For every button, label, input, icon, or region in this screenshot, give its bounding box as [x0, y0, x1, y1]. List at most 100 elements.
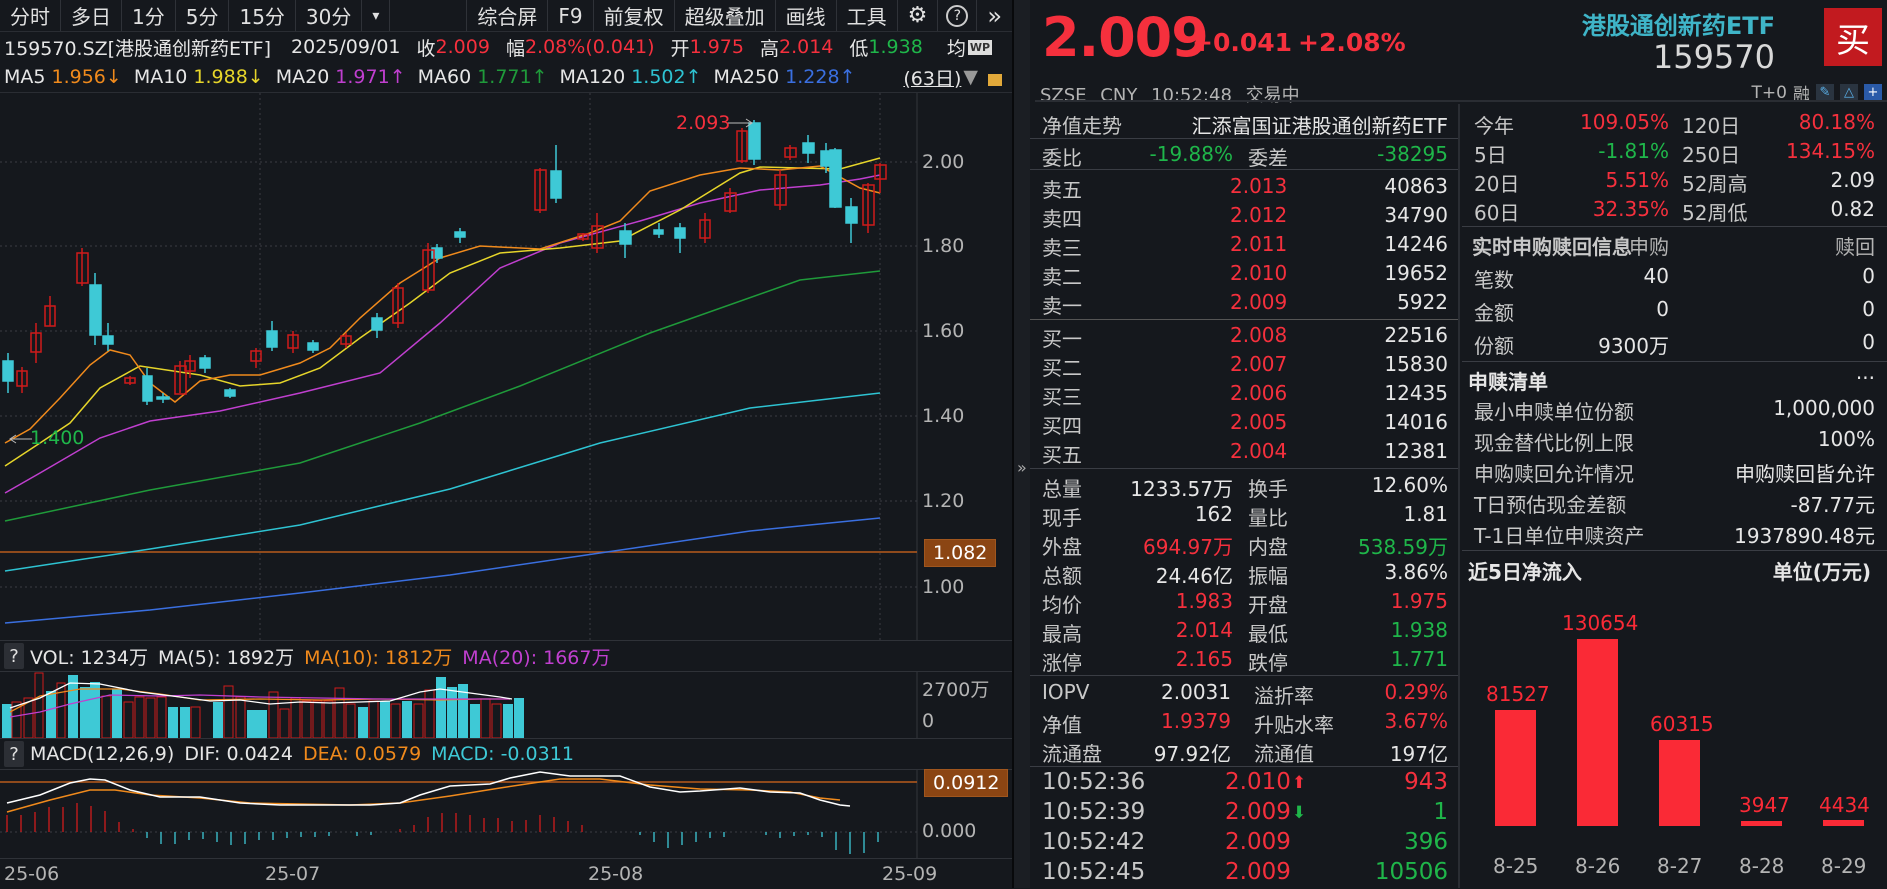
tick-volume: 10506 — [1374, 859, 1448, 885]
last-price: 2.009 — [1042, 6, 1209, 69]
ask-row-3[interactable]: 卖三 2.011 14246 — [1030, 230, 1458, 260]
bell-icon[interactable]: △ — [1840, 83, 1858, 102]
candlestick-chart[interactable]: 2.093 1.400 2.00 1.80 1.60 1.40 1.20 1.0… — [0, 93, 1012, 640]
macd-dif: DIF: 0.0424 — [184, 743, 293, 765]
ma60-label: MA60 — [417, 66, 472, 88]
volume-chart[interactable]: 2700万 0 — [0, 672, 1012, 738]
creation-red-value: 0 — [1862, 297, 1875, 321]
pencil-icon[interactable]: ✎ — [1816, 83, 1834, 102]
panel-splitter[interactable]: » — [1012, 0, 1030, 888]
ask-price: 2.010 — [1230, 261, 1288, 285]
draw-line-button[interactable]: 画线 — [776, 0, 837, 31]
y-tick-1.00: 1.00 — [922, 576, 965, 598]
moving-average-row: MA5 1.956↓ MA10 1.988↓ MA20 1.971↑ MA60 1.77… — [0, 62, 1012, 93]
forward-adjust-button[interactable]: 前复权 — [594, 0, 675, 31]
tick-row: 10:52:45 2.009 10506 — [1030, 859, 1458, 889]
add-icon[interactable]: + — [1864, 83, 1882, 102]
ma120-value: 1.502↑ — [631, 66, 702, 88]
creation-sub-value: 9300万 — [1598, 334, 1669, 358]
f9-button[interactable]: F9 — [548, 0, 594, 31]
return-row: 60日 32.35% 52周低 0.82 — [1462, 195, 1887, 225]
bid-row-5[interactable]: 买五 2.004 12381 — [1030, 437, 1458, 467]
bid-row-4[interactable]: 买四 2.005 14016 — [1030, 408, 1458, 438]
kline-panel: 分时 多日 1分 5分 15分 30分 ▾ 综合屏 F9 前复权 超级叠加 画线… — [0, 0, 1012, 888]
ask-row-1[interactable]: 卖一 2.009 5922 — [1030, 288, 1458, 318]
pcf-value: -87.77元 — [1790, 493, 1875, 517]
etf-detail-label: 升贴水率 — [1254, 713, 1334, 737]
divider — [1462, 361, 1887, 362]
bid-price: 2.006 — [1230, 381, 1288, 405]
more-periods-dropdown-icon[interactable]: ▾ — [362, 0, 391, 31]
period-tab-5min[interactable]: 5分 — [176, 0, 230, 31]
etf-detail-value: 197亿 — [1389, 742, 1448, 766]
divider — [1030, 468, 1458, 469]
gear-icon[interactable]: ⚙ — [898, 0, 939, 31]
detail-value: 1233.57万 — [1130, 477, 1233, 501]
exchange: SZSE — [1040, 85, 1087, 106]
buy-button[interactable]: 买 — [1824, 8, 1882, 66]
detail-label: 总额 — [1042, 564, 1082, 588]
creation-row: 份额 9300万 0 — [1462, 328, 1887, 358]
period-tab-intraday[interactable]: 分时 — [0, 0, 61, 31]
volume-help-button[interactable]: ? — [4, 643, 24, 669]
pcf-more-button[interactable]: ··· — [1855, 366, 1875, 390]
bid-row-1[interactable]: 买一 2.008 22516 — [1030, 321, 1458, 351]
bid-price: 2.008 — [1230, 323, 1288, 347]
period-tab-multiday[interactable]: 多日 — [61, 0, 122, 31]
etf-detail-row: IOPV 2.0031 溢折率 0.29% — [1030, 678, 1458, 708]
ma20-value: 1.971↑ — [335, 66, 406, 88]
detail-value: 694.97万 — [1143, 535, 1233, 559]
return-label: 52周低 — [1682, 201, 1748, 225]
macd-flag[interactable]: 0.0912 — [924, 769, 1009, 797]
ask-label: 卖一 — [1042, 294, 1082, 318]
volume-ma5: MA(5): 1892万 — [158, 646, 295, 669]
nav-trend-link[interactable]: 净值走势 — [1042, 114, 1122, 138]
nav-trend-row[interactable]: 净值走势 汇添富国证港股通创新药ETF — [1030, 108, 1458, 138]
bid-row-3[interactable]: 买三 2.006 12435 — [1030, 379, 1458, 409]
ask-row-5[interactable]: 卖五 2.013 40863 — [1030, 172, 1458, 202]
price-line-flag[interactable]: 1.082 — [924, 539, 997, 567]
x-label-8-26: 8-26 — [1575, 854, 1621, 878]
order-ratio-value: -19.88% — [1149, 142, 1233, 166]
period-tab-30min[interactable]: 30分 — [296, 0, 363, 31]
composite-screen-button[interactable]: 综合屏 — [466, 0, 549, 31]
ask-row-4[interactable]: 卖四 2.012 34790 — [1030, 201, 1458, 231]
ask-row-2[interactable]: 卖二 2.010 19652 — [1030, 259, 1458, 289]
detail-label: 换手 — [1248, 477, 1288, 501]
macd-help-button[interactable]: ? — [4, 741, 24, 767]
tick-row: 10:52:42 2.009 396 — [1030, 829, 1458, 859]
range-label: 幅 — [505, 37, 525, 60]
wp-icon[interactable]: WP — [967, 39, 993, 55]
ask-volume: 5922 — [1397, 290, 1448, 314]
triangle-down-icon[interactable]: ▼ — [963, 66, 978, 88]
detail-value: 538.59万 — [1358, 535, 1448, 559]
super-overlay-button[interactable]: 超级叠加 — [675, 0, 776, 31]
return-value: 134.15% — [1786, 139, 1875, 163]
flow-header-row: 近5日净流入 单位(万元) — [1462, 554, 1887, 584]
expand-icon[interactable]: » — [987, 1, 1002, 30]
currency: CNY — [1100, 85, 1138, 106]
unlock-icon[interactable] — [988, 74, 1002, 86]
bid-row-2[interactable]: 买二 2.007 15830 — [1030, 350, 1458, 380]
ma-period-selector[interactable]: (63日) — [903, 67, 962, 90]
collapse-chevron-icon[interactable]: » — [1017, 458, 1027, 477]
period-tab-1min[interactable]: 1分 — [122, 0, 176, 31]
ma10-label: MA10 — [133, 66, 188, 88]
volume-ma20: MA(20): 1667万 — [462, 646, 611, 669]
date-axis: 25-06 25-07 25-08 25-09 — [0, 858, 1012, 888]
help-icon[interactable]: ? — [938, 0, 978, 31]
arrow-up-icon: ⬆ — [1292, 773, 1307, 793]
low-label: 低 — [849, 37, 869, 60]
pcf-row: 最小申赎单位份额 1,000,000 — [1462, 394, 1887, 424]
tools-button[interactable]: 工具 — [837, 0, 898, 31]
ma5-label: MA5 — [4, 66, 46, 88]
tick-row: 10:52:36 2.010 ⬆ 943 — [1030, 769, 1458, 799]
help-circle-icon: ? — [946, 4, 969, 27]
detail-label: 外盘 — [1042, 535, 1082, 559]
detail-value: 1.81 — [1403, 502, 1448, 526]
etf-detail-label: 净值 — [1042, 713, 1082, 737]
detail-value: 2.014 — [1175, 618, 1233, 642]
macd-chart[interactable]: 0.0912 0.000 — [0, 769, 1012, 858]
period-tab-15min[interactable]: 15分 — [229, 0, 296, 31]
order-book-panel: 净值走势 汇添富国证港股通创新药ETF 委比 -19.88% 委差 -38295… — [1030, 104, 1460, 888]
